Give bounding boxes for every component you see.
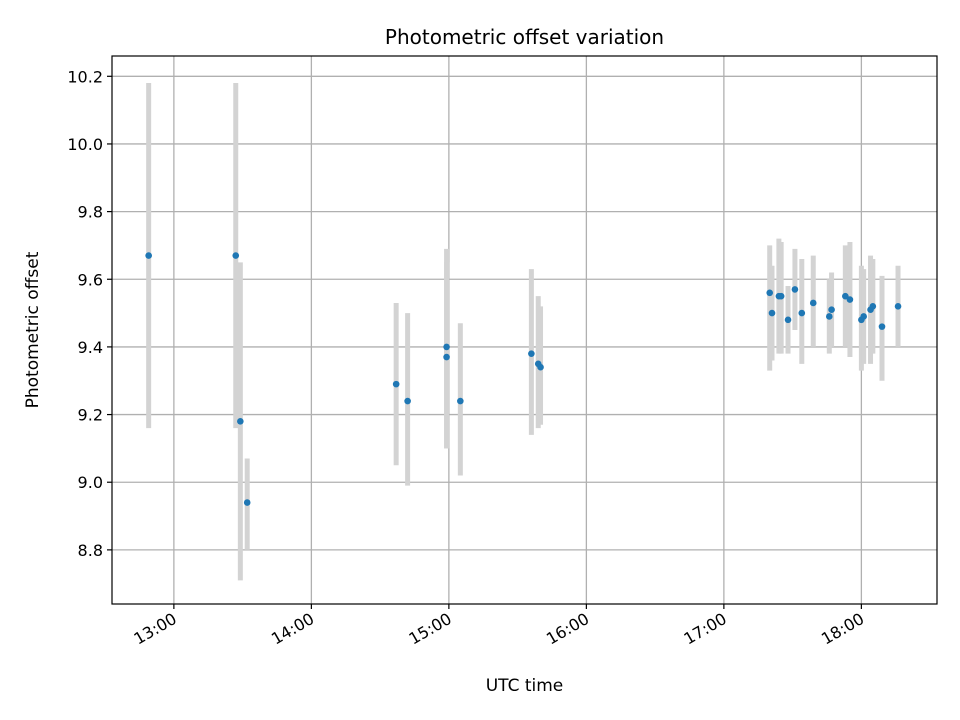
data-point [145,252,152,259]
y-tick-label: 10.2 [67,67,103,86]
point-layer [145,252,902,506]
data-point [777,292,785,300]
data-point [846,296,854,303]
data-point [860,313,867,320]
data-point [528,350,535,357]
data-point [894,303,902,310]
data-point [243,499,251,506]
data-point [809,299,817,307]
data-point [825,313,833,320]
data-point [878,323,886,330]
data-point [232,252,240,259]
data-point [404,397,411,405]
data-point [869,303,877,310]
y-tick-label: 10.0 [67,135,103,154]
data-point [392,380,400,388]
y-tick-label: 9.8 [78,203,103,222]
data-point [457,397,464,405]
data-point [828,306,835,314]
data-point [766,289,774,297]
data-point [791,286,799,293]
y-tick-label: 9.0 [78,473,103,492]
chart-title: Photometric offset variation [385,25,664,49]
plot-frame [111,55,938,605]
y-tick-label: 9.2 [78,406,103,425]
data-point [237,418,244,425]
x-axis-label: UTC time [486,676,564,696]
y-tick-label: 9.6 [78,270,103,289]
y-axis-label: Photometric offset [23,251,43,408]
data-point [443,343,450,351]
data-point [798,309,806,317]
data-point [842,292,849,300]
y-tick-label: 9.4 [78,338,103,357]
data-point [768,309,776,317]
data-point [443,353,450,361]
y-tick-label: 8.8 [78,541,103,560]
data-point [537,363,544,371]
data-point [784,316,792,324]
y-axis-ticks: 8.8 9.0 9.2 9.4 9.6 9.8 10.0 10.2 [67,67,112,560]
